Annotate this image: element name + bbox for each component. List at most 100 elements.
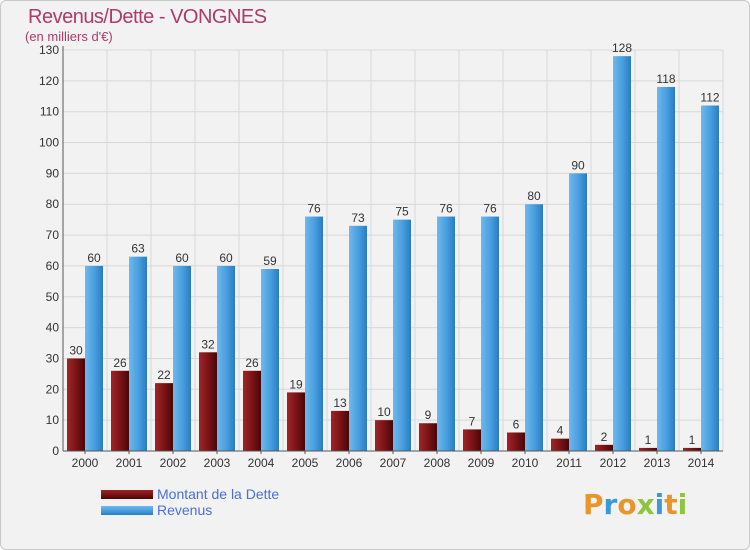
bar-revenus (701, 105, 719, 452)
data-label-revenus: 75 (395, 205, 409, 219)
x-tick-label: 2009 (468, 456, 495, 470)
y-tick-label: 20 (46, 382, 60, 396)
y-tick-label: 10 (46, 413, 60, 427)
bar-dette (199, 352, 217, 451)
data-label-dette: 4 (557, 424, 564, 438)
bar-revenus (173, 265, 191, 451)
legend-swatch-revenus (101, 506, 153, 515)
data-label-dette: 1 (645, 433, 652, 447)
bar-dette (463, 429, 481, 451)
x-tick-label: 2013 (644, 456, 671, 470)
bar-revenus (657, 87, 675, 451)
data-label-dette: 9 (425, 408, 432, 422)
bar-dette (331, 410, 349, 451)
data-label-dette: 7 (469, 414, 476, 428)
y-tick-label: 40 (46, 321, 60, 335)
y-tick-label: 0 (52, 444, 59, 458)
data-label-dette: 26 (113, 356, 127, 370)
data-label-dette: 26 (245, 356, 259, 370)
bar-revenus (525, 204, 543, 451)
data-labels: 30 60 26 63 22 60 32 60 26 59 19 76 13 73 10 75 9 76 7 76 6 8… (69, 41, 720, 447)
data-label-dette: 13 (333, 396, 347, 410)
y-tick-label: 50 (46, 290, 60, 304)
y-tick-label: 30 (46, 351, 60, 365)
x-tick-label: 2006 (336, 456, 363, 470)
legend-swatch-dette (101, 490, 153, 499)
bar-revenus (481, 216, 499, 451)
data-label-revenus: 60 (175, 251, 189, 265)
bars (67, 56, 719, 452)
y-tick-label: 70 (46, 228, 60, 242)
data-label-revenus: 128 (612, 41, 632, 55)
data-label-dette: 22 (157, 368, 171, 382)
y-tick-label: 100 (39, 136, 59, 150)
bar-revenus (349, 225, 367, 451)
x-tick-label: 2003 (204, 456, 231, 470)
bar-dette (595, 444, 613, 451)
x-tick-label: 2001 (116, 456, 143, 470)
proxiti-logo: Proxiti (583, 488, 688, 521)
bar-dette (375, 420, 393, 451)
y-tick-label: 90 (46, 166, 60, 180)
data-label-revenus: 59 (263, 254, 277, 268)
x-tick-label: 2008 (424, 456, 451, 470)
bar-revenus (129, 256, 147, 451)
bar-dette (67, 358, 85, 451)
y-tick-label: 80 (46, 197, 60, 211)
data-label-dette: 19 (289, 377, 303, 391)
bar-dette (639, 447, 657, 451)
x-tick-label: 2007 (380, 456, 407, 470)
bar-dette (287, 392, 305, 451)
y-tick-label: 110 (40, 105, 59, 119)
data-label-revenus: 63 (131, 242, 145, 256)
x-tick-label: 2004 (248, 456, 275, 470)
bar-dette (683, 447, 701, 451)
x-tick-label: 2010 (512, 456, 539, 470)
bar-revenus (393, 219, 411, 451)
data-label-dette: 2 (601, 430, 608, 444)
bar-dette (111, 370, 129, 451)
x-tick-label: 2012 (600, 456, 627, 470)
data-label-dette: 30 (69, 343, 83, 357)
data-label-dette: 6 (513, 417, 520, 431)
bar-dette (551, 438, 569, 451)
x-tick-label: 2005 (292, 456, 319, 470)
data-label-revenus: 90 (571, 158, 585, 172)
y-tick-label: 120 (39, 74, 59, 88)
chart-title: Revenus/Dette - VONGNES (28, 6, 267, 28)
bar-dette (155, 383, 173, 451)
data-label-dette: 10 (377, 405, 391, 419)
x-tick-label: 2014 (688, 456, 715, 470)
bar-revenus (217, 265, 235, 451)
bar-revenus (569, 173, 587, 451)
data-label-revenus: 76 (439, 202, 453, 216)
legend-label-dette: Montant de la Dette (157, 486, 280, 502)
bar-revenus (437, 216, 455, 451)
x-tick-label: 2011 (556, 456, 582, 470)
legend-label-revenus: Revenus (157, 502, 213, 518)
bar-revenus (261, 269, 279, 451)
data-label-revenus: 60 (87, 251, 101, 265)
bar-revenus (305, 216, 323, 451)
x-tick-label: 2002 (160, 456, 187, 470)
data-label-revenus: 112 (700, 91, 719, 105)
bar-dette (419, 423, 437, 451)
bar-revenus (85, 265, 103, 451)
y-tick-label: 130 (39, 43, 59, 57)
data-label-revenus: 73 (351, 211, 365, 225)
chart-subtitle: (en milliers d'€) (25, 29, 113, 44)
data-label-revenus: 76 (307, 202, 321, 216)
bar-dette (243, 370, 261, 451)
data-label-dette: 32 (201, 337, 215, 351)
data-label-revenus: 60 (219, 251, 233, 265)
data-label-revenus: 76 (483, 202, 497, 216)
bar-revenus (613, 56, 631, 452)
x-tick-label: 2000 (72, 456, 99, 470)
data-label-revenus: 118 (656, 72, 675, 86)
bar-dette (507, 432, 525, 451)
data-label-dette: 1 (689, 433, 696, 447)
y-tick-label: 60 (46, 259, 60, 273)
